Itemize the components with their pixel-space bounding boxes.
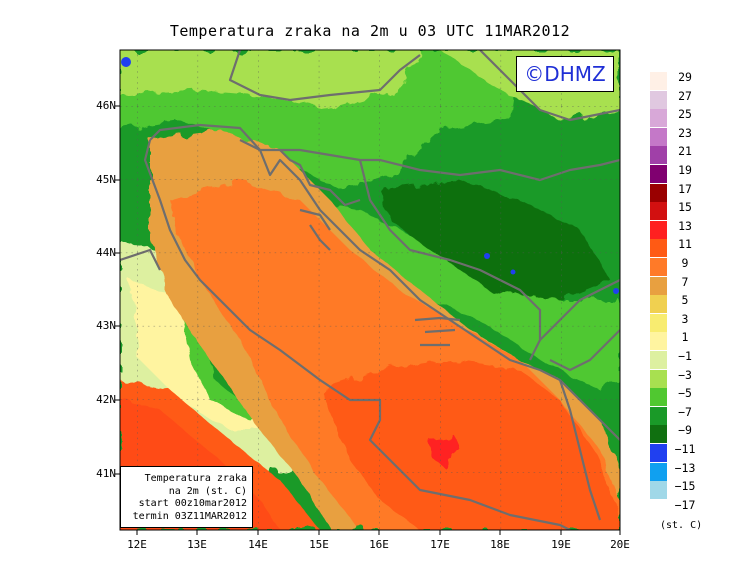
legend-label: −15 <box>674 479 696 494</box>
legend-label: −5 <box>678 386 692 401</box>
legend-swatch <box>650 462 667 481</box>
info-line: na 2m (st. C) <box>168 485 247 497</box>
copyright-logo: ©DHMZ <box>516 56 614 92</box>
legend-swatch <box>650 388 667 407</box>
legend-label: 21 <box>678 144 692 159</box>
legend-unit: (st. C) <box>660 520 703 531</box>
legend-swatch <box>650 127 667 146</box>
legend-swatch <box>650 444 667 462</box>
legend-swatch <box>650 369 667 388</box>
info-line: termin 03Z11MAR2012 <box>132 510 247 522</box>
legend-label: 27 <box>678 88 692 103</box>
longitude-label: 13E <box>187 538 207 551</box>
legend-swatch <box>650 239 667 258</box>
legend-label: 11 <box>678 237 692 252</box>
latitude-label: 41N <box>96 467 116 480</box>
info-line: Temperatura zraka <box>144 473 247 484</box>
legend-swatch <box>650 90 667 109</box>
legend-swatch <box>650 220 667 239</box>
legend-swatch <box>650 109 667 128</box>
legend-swatch <box>650 146 667 165</box>
legend-label: −13 <box>674 460 696 475</box>
longitude-label: 19E <box>551 538 571 551</box>
longitude-label: 20E <box>610 538 630 551</box>
legend-swatch <box>650 72 667 90</box>
legend-swatch <box>650 313 667 332</box>
legend-label: −3 <box>678 367 692 382</box>
legend-swatch <box>650 183 667 202</box>
info-box: Temperatura zraka na 2m (st. C) start 00… <box>120 466 253 528</box>
longitude-label: 14E <box>248 538 268 551</box>
latitude-label: 46N <box>96 99 116 112</box>
legend-label: 25 <box>678 107 692 122</box>
legend-label: −11 <box>674 442 696 456</box>
info-line: start 00z10mar2012 <box>138 498 247 509</box>
color-legend: 29 27 25 23 21 19 17 15 13 11 9 7 5 3 1 −1 −3 −5 −7 −9 −11 −1… <box>650 70 740 542</box>
legend-label: 3 <box>681 311 689 326</box>
legend-swatch <box>650 295 667 314</box>
legend-label: 1 <box>681 330 689 345</box>
legend-label: 9 <box>681 256 689 270</box>
legend-swatch <box>650 406 667 425</box>
latitude-label: 42N <box>96 393 116 406</box>
legend-swatch <box>650 425 667 444</box>
legend-swatch <box>650 351 667 369</box>
legend-label: 5 <box>681 293 689 308</box>
legend-label: 15 <box>678 200 692 215</box>
legend-label: −1 <box>678 349 692 363</box>
longitude-label: 15E <box>309 538 329 551</box>
legend-label: 17 <box>678 181 692 196</box>
legend-swatch <box>650 276 667 295</box>
longitude-label: 17E <box>430 538 450 551</box>
legend-label: 23 <box>678 125 692 140</box>
latitude-label: 44N <box>96 246 116 259</box>
legend-swatch <box>650 332 667 351</box>
legend-swatch <box>650 258 667 276</box>
legend-swatch <box>650 481 667 500</box>
map-title: Temperatura zraka na 2m u 03 UTC 11MAR20… <box>169 22 571 40</box>
latitude-label: 43N <box>96 319 116 332</box>
legend-swatch <box>650 165 667 183</box>
legend-label: −9 <box>678 423 692 438</box>
legend-label: −17 <box>674 497 696 512</box>
legend-label: 19 <box>678 163 692 177</box>
legend-label: 13 <box>678 218 692 233</box>
longitude-label: 18E <box>490 538 510 551</box>
legend-label: 29 <box>678 70 692 84</box>
legend-swatch <box>650 202 667 221</box>
legend-label: −7 <box>678 404 692 419</box>
legend-label: 7 <box>681 274 689 289</box>
longitude-label: 12E <box>127 538 147 551</box>
longitude-label: 16E <box>369 538 389 551</box>
latitude-label: 45N <box>96 173 116 186</box>
